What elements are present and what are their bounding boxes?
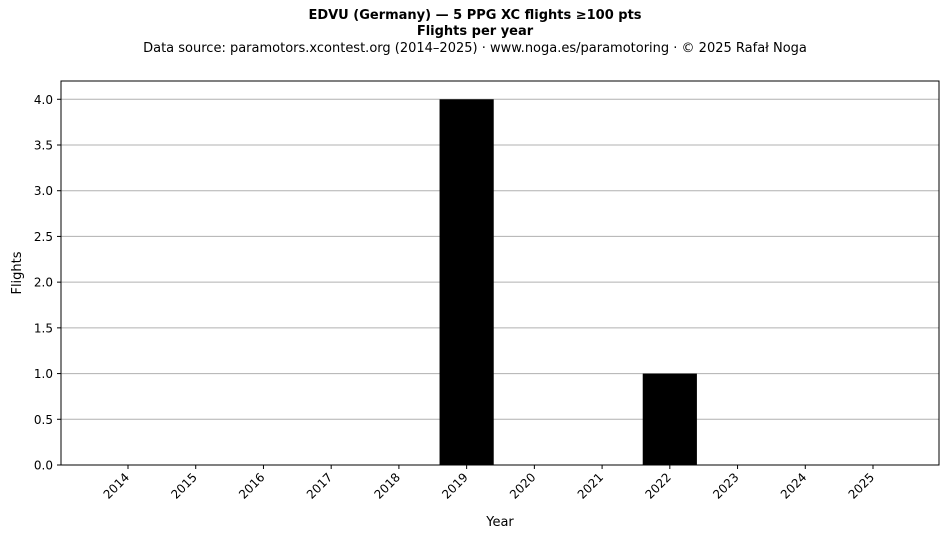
x-tick-label: 2019 <box>439 470 470 501</box>
x-tick-label: 2021 <box>575 470 606 501</box>
y-tick-label: 3.0 <box>34 184 53 198</box>
y-tick-label: 0.5 <box>34 413 53 427</box>
bars <box>439 99 697 466</box>
x-tick-label: 2015 <box>168 470 199 501</box>
x-tick-label: 2018 <box>372 470 403 501</box>
y-axis-label: Flights <box>10 251 25 294</box>
x-tick-label: 2025 <box>846 470 877 501</box>
x-axis: 2014 2015 2016 2017 2018 2019 2020 2021 2022 2023… <box>101 465 877 502</box>
x-tick-label: 2020 <box>507 470 538 501</box>
y-axis: 0.0 0.5 1.0 1.5 2.0 2.5 3.0 3.5 4.0 <box>34 93 61 473</box>
chart-titles: EDVU (Germany) — 5 PPG XC flights ≥100 p… <box>0 8 950 58</box>
chart-subtitle: Flights per year <box>416 24 534 39</box>
x-tick-label: 2017 <box>304 470 335 501</box>
plot-frame <box>60 80 940 466</box>
y-tick-label: 0.0 <box>34 459 53 473</box>
x-axis-label: Year <box>485 515 514 530</box>
bar-2019 <box>439 99 494 466</box>
y-tick-label: 2.5 <box>34 230 53 244</box>
y-tick-label: 2.0 <box>34 276 53 290</box>
x-tick-label: 2024 <box>778 470 809 501</box>
y-tick-label: 3.5 <box>34 139 53 153</box>
grid-lines <box>61 98 939 466</box>
bar-2022 <box>642 373 697 465</box>
y-tick-label: 1.5 <box>34 321 53 335</box>
chart-title: EDVU (Germany) — 5 PPG XC flights ≥100 p… <box>308 8 642 23</box>
x-tick-label: 2016 <box>236 470 267 501</box>
x-tick-label: 2023 <box>710 470 741 501</box>
chart-source-note: Data source: paramotors.xcontest.org (20… <box>143 41 807 56</box>
x-tick-label: 2022 <box>642 470 673 501</box>
y-tick-label: 4.0 <box>34 93 53 107</box>
y-tick-label: 1.0 <box>34 367 53 381</box>
x-tick-label: 2014 <box>101 470 132 501</box>
